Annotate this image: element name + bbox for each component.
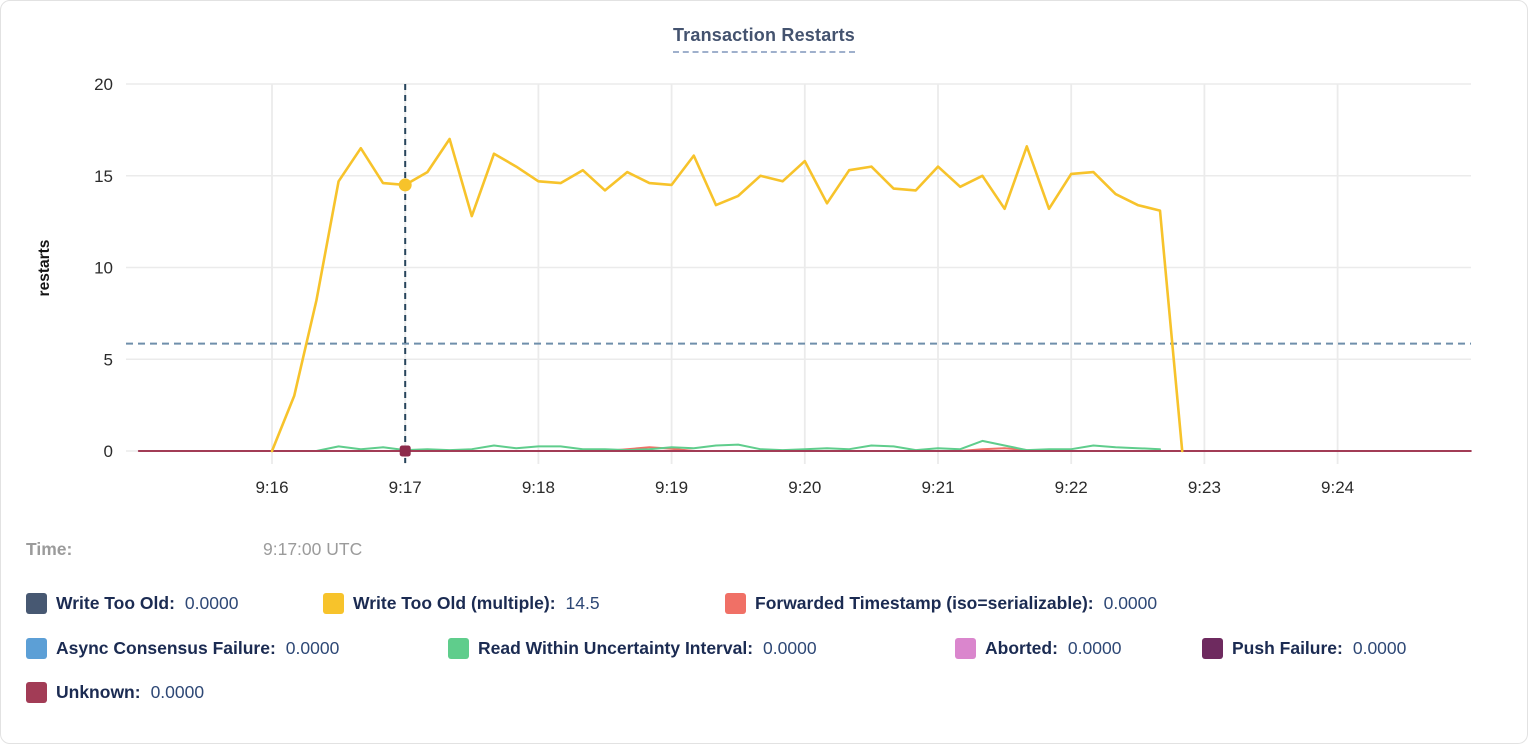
x-axis-tick-label: 9:19 [655,478,688,497]
hover-time-row: Time: 9:17:00 UTC [1,539,1527,563]
y-axis-tick-label: 15 [94,167,113,186]
legend-label: Async Consensus Failure: [56,638,276,658]
legend-swatch-write-too-old [26,593,47,614]
legend-swatch-forwarded-timestamp-iso-serializable- [725,593,746,614]
legend-item-async-consensus-failure[interactable]: Async Consensus Failure: 0.0000 [26,637,339,660]
y-axis-tick-label: 0 [104,442,113,461]
legend-label: Push Failure: [1232,638,1343,658]
legend-swatch-unknown [26,682,47,703]
chart-title[interactable]: Transaction Restarts [672,25,856,53]
legend-swatch-aborted [955,638,976,659]
x-axis-tick-label: 9:18 [522,478,555,497]
legend-label: Read Within Uncertainty Interval: [478,638,754,658]
legend-value: 0.0000 [1067,638,1122,658]
legend-item-write-too-old-multiple-[interactable]: Write Too Old (multiple): 14.5 [323,592,600,615]
hover-time-label: Time: [26,539,73,559]
legend-item-aborted[interactable]: Aborted: 0.0000 [955,637,1121,660]
legend-item-forwarded-timestamp-iso-serializable-[interactable]: Forwarded Timestamp (iso=serializable): 0… [725,592,1157,615]
series-line-write-too-old-multiple- [270,137,1184,453]
x-axis-tick-label: 9:16 [255,478,288,497]
legend-item-push-failure[interactable]: Push Failure: 0.0000 [1202,637,1406,660]
transaction-restarts-chart[interactable]: 0 5 10 15 20 9:16 9:17 9:18 9:19 9:20 9:21 9:22 9:23… [1,1,1528,521]
y-axis-title: restarts [36,240,53,297]
x-axis-tick-label: 9:20 [788,478,821,497]
hover-point-marker [398,178,412,192]
legend-value: 0.0000 [285,638,340,658]
hover-point-marker [399,445,411,457]
legend-label: Forwarded Timestamp (iso=serializable): [755,593,1094,613]
legend-value: 0.0000 [1352,638,1407,658]
x-axis-tick-label: 9:22 [1055,478,1088,497]
legend-label: Unknown: [56,682,141,702]
legend-label: Write Too Old: [56,593,175,613]
legend-swatch-write-too-old-multiple- [323,593,344,614]
legend-item-unknown[interactable]: Unknown: 0.0000 [26,681,204,704]
legend-item-write-too-old[interactable]: Write Too Old: 0.0000 [26,592,238,615]
legend-swatch-push-failure [1202,638,1223,659]
y-axis-tick-label: 20 [94,75,113,94]
legend-value: 0.0000 [763,638,817,658]
x-axis-tick-label: 9:17 [389,478,422,497]
legend-swatch-read-within-uncertainty-interval [448,638,469,659]
chart-title-wrap: Transaction Restarts [1,25,1527,53]
series-line-read-within-uncertainty-interval [315,439,1161,452]
legend-value: 0.0000 [1103,593,1158,613]
legend-value: 0.0000 [184,593,239,613]
legend-swatch-async-consensus-failure [26,638,47,659]
legend-item-read-within-uncertainty-interval[interactable]: Read Within Uncertainty Interval: 0.0000 [448,637,817,660]
legend-value: 0.0000 [150,682,205,702]
x-axis-tick-label: 9:21 [921,478,954,497]
x-axis-tick-label: 9:23 [1188,478,1221,497]
y-axis-tick-label: 10 [94,259,113,278]
hover-time-value: 9:17:00 UTC [263,539,363,559]
legend-value: 14.5 [565,593,600,613]
legend-label: Aborted: [985,638,1058,658]
x-axis-tick-label: 9:24 [1321,478,1354,497]
y-axis-tick-label: 5 [104,350,113,369]
legend-label: Write Too Old (multiple): [353,593,556,613]
